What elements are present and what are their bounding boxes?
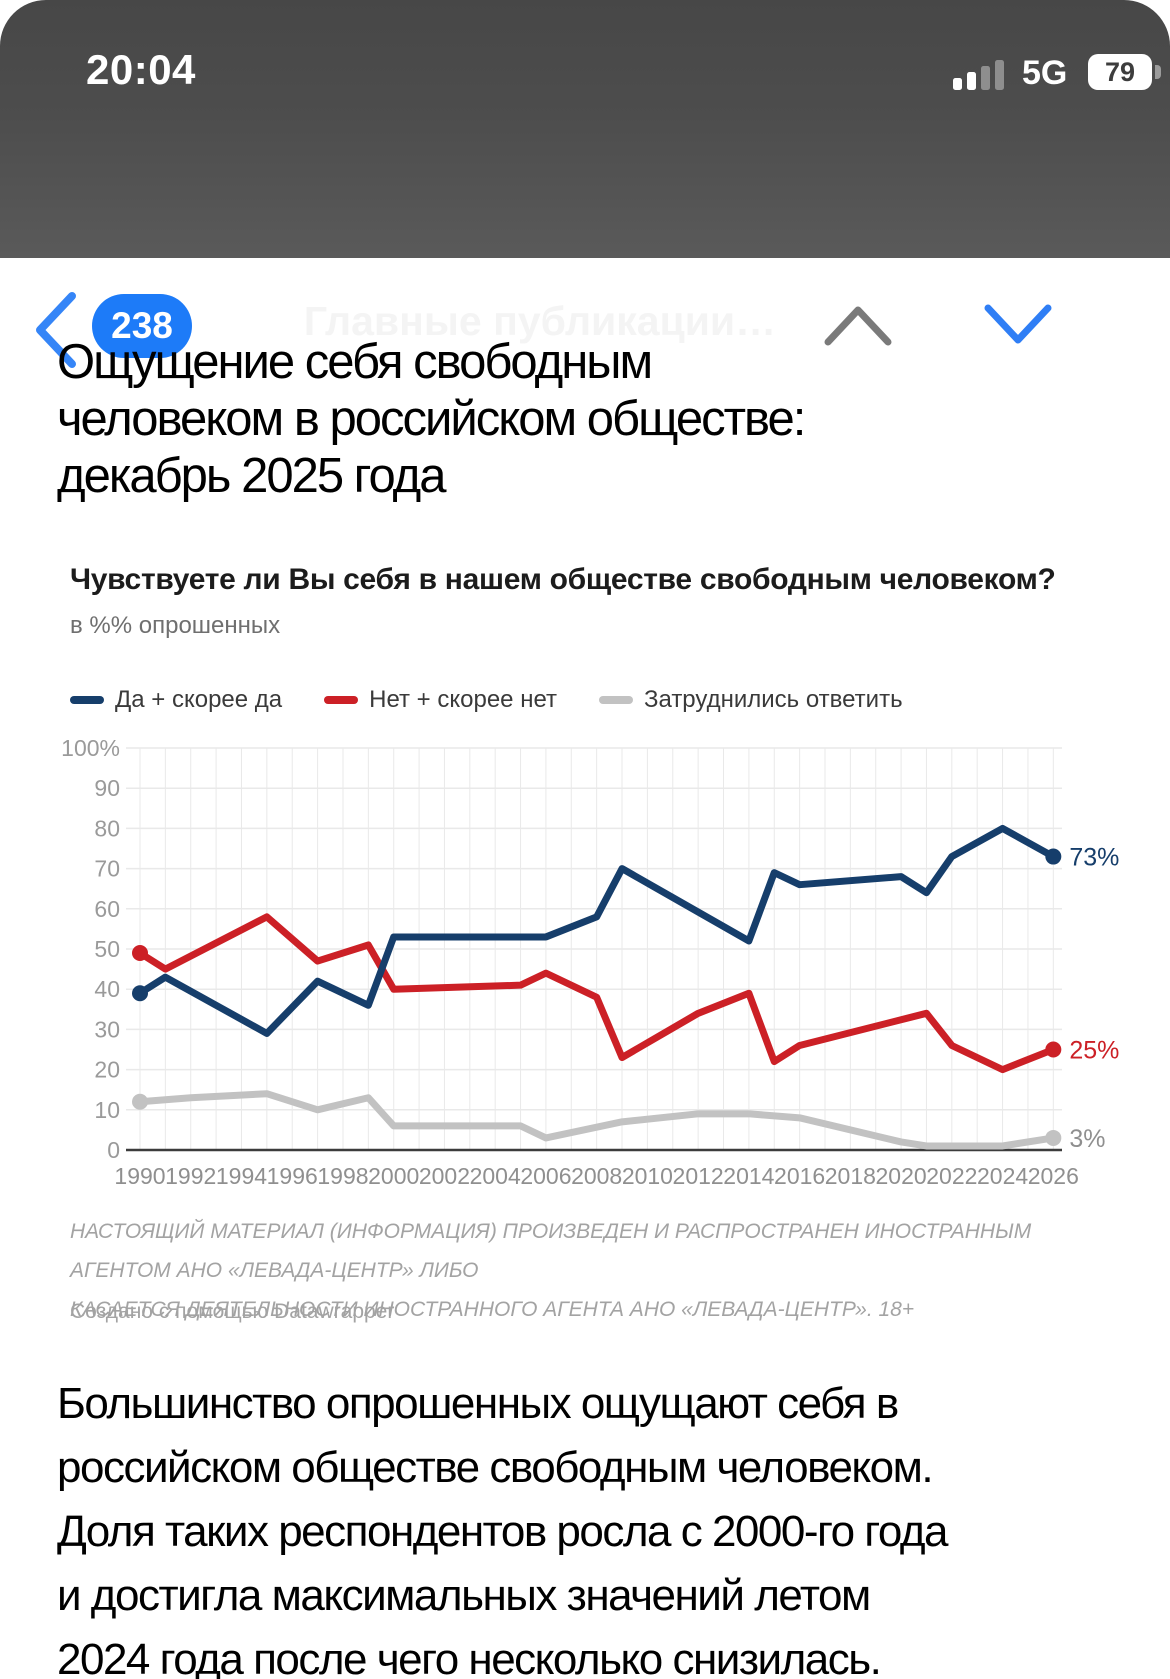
text-line: и достигла максимальных значений летом	[57, 1571, 871, 1620]
nav-bar: 238 Главные публикации…	[0, 130, 1170, 368]
legend-swatch-icon	[70, 696, 104, 704]
svg-text:2014: 2014	[723, 1163, 774, 1189]
svg-text:20: 20	[94, 1057, 120, 1083]
article-title: Ощущение себя свободным человеком в росси…	[57, 334, 1137, 505]
svg-text:25%: 25%	[1069, 1037, 1119, 1065]
svg-text:100%: 100%	[61, 735, 120, 761]
legend-item: Нет + скорее нет	[324, 686, 557, 714]
article-body: Большинство опрошенных ощущают себя в рос…	[57, 1372, 1142, 1679]
svg-text:50: 50	[94, 936, 120, 962]
svg-text:2000: 2000	[368, 1163, 419, 1189]
svg-text:1992: 1992	[165, 1163, 216, 1189]
scroll-down-icon[interactable]	[982, 302, 1054, 348]
svg-text:2022: 2022	[926, 1163, 977, 1189]
network-type-label: 5G	[1022, 54, 1068, 92]
svg-text:1996: 1996	[267, 1163, 318, 1189]
unread-count: 238	[111, 305, 173, 346]
svg-text:40: 40	[94, 976, 120, 1002]
text-line: Ощущение себя свободным	[57, 335, 653, 389]
legend-label: Да + скорее да	[115, 686, 283, 713]
scroll-up-icon[interactable]	[822, 302, 894, 348]
text-line: российском обществе свободным человеком.	[57, 1443, 934, 1492]
status-time: 20:04	[86, 46, 196, 93]
text-line: человеком в российском обществе:	[57, 392, 806, 446]
svg-text:2018: 2018	[825, 1163, 876, 1189]
chart-footnote: НАСТОЯЩИЙ МАТЕРИАЛ (ИНФОРМАЦИЯ) ПРОИЗВЕД…	[70, 1212, 1120, 1329]
svg-text:2008: 2008	[571, 1163, 622, 1189]
svg-text:2016: 2016	[774, 1163, 825, 1189]
battery-nub	[1155, 65, 1161, 79]
svg-text:1990: 1990	[114, 1163, 165, 1189]
svg-text:80: 80	[94, 815, 120, 841]
battery-icon: 79	[1088, 54, 1152, 90]
legend-label: Затруднились ответить	[644, 686, 903, 713]
text-line: 2024 года после чего несколько снизилась…	[57, 1635, 882, 1679]
chart-title: Чувствуете ли Вы себя в нашем обществе с…	[70, 563, 1056, 596]
text-line: Доля таких респондентов росла с 2000-го …	[57, 1507, 949, 1556]
header-bar: 20:04 5G 79 238 Главные публикации…	[0, 0, 1170, 368]
legend-swatch-icon	[599, 696, 633, 704]
svg-text:2004: 2004	[470, 1163, 521, 1189]
chart-legend: Да + скорее да Нет + скорее нет Затруднили…	[70, 686, 903, 714]
text-line: декабрь 2025 года	[57, 449, 447, 503]
battery-percent: 79	[1104, 56, 1136, 87]
svg-text:60: 60	[94, 896, 120, 922]
legend-swatch-icon	[324, 696, 359, 704]
svg-text:70: 70	[94, 856, 120, 882]
text-line: НАСТОЯЩИЙ МАТЕРИАЛ (ИНФОРМАЦИЯ) ПРОИЗВЕД…	[70, 1220, 1032, 1282]
svg-text:1994: 1994	[216, 1163, 267, 1189]
svg-text:10: 10	[94, 1097, 120, 1123]
signal-strength-icon	[953, 58, 1007, 90]
text-line: КАСАЕТСЯ ДЕЯТЕЛЬНОСТИ ИНОСТРАННОГО АГЕНТ…	[70, 1298, 915, 1321]
legend-item: Да + скорее да	[70, 686, 282, 714]
svg-text:2012: 2012	[673, 1163, 724, 1189]
svg-text:2010: 2010	[622, 1163, 673, 1189]
svg-text:0: 0	[107, 1137, 120, 1163]
legend-item: Затруднились ответить	[599, 686, 903, 714]
back-chevron-icon[interactable]	[28, 288, 84, 372]
svg-text:30: 30	[94, 1016, 120, 1042]
chart-credit: Создано с помощью Datawrapper	[70, 1300, 395, 1323]
svg-text:90: 90	[94, 775, 120, 801]
svg-text:73%: 73%	[1069, 844, 1119, 872]
svg-text:2024: 2024	[977, 1163, 1028, 1189]
svg-text:1998: 1998	[317, 1163, 368, 1189]
unread-count-badge[interactable]: 238	[92, 294, 192, 358]
svg-text:3%: 3%	[1069, 1125, 1105, 1153]
svg-text:2002: 2002	[419, 1163, 470, 1189]
legend-label: Нет + скорее нет	[369, 686, 557, 713]
chart-subtitle: в %% опрошенных	[70, 612, 281, 639]
svg-text:2020: 2020	[876, 1163, 927, 1189]
text-line: Большинство опрошенных ощущают себя в	[57, 1379, 899, 1428]
svg-text:2006: 2006	[520, 1163, 571, 1189]
nav-title: Главные публикации…	[303, 298, 777, 344]
svg-text:2026: 2026	[1028, 1163, 1079, 1189]
